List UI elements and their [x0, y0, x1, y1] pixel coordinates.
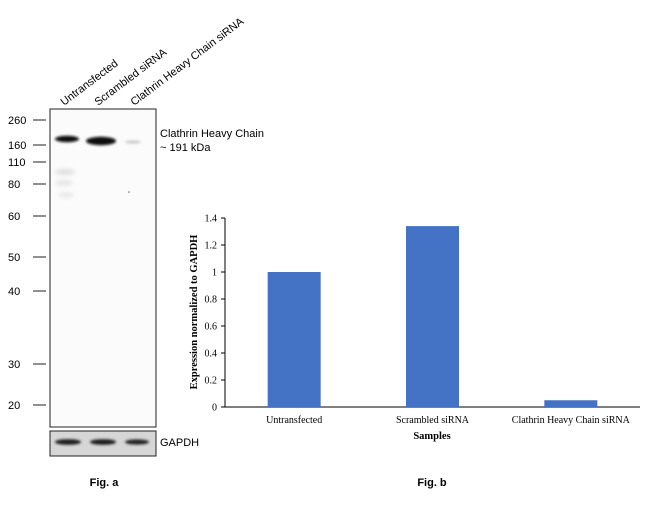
marker-260: 260	[8, 115, 26, 127]
y-ticks: 0 0.2 0.4 0.6 0.8 1 1.2 1.4	[205, 214, 225, 414]
western-blot-panel: Untransfected Scrambled siRNA Clathrin H…	[8, 15, 264, 489]
blot-membrane	[49, 108, 157, 428]
y-tick-label: 0.4	[205, 349, 218, 360]
gapdh-label: GAPDH	[160, 437, 199, 449]
x-tick-label: Scrambled siRNA	[396, 415, 470, 426]
y-axis-label: Expression normalized to GAPDH	[189, 235, 200, 390]
band-scrambled	[86, 136, 116, 146]
band-untransfected	[55, 135, 79, 143]
band-label-name: Clathrin Heavy Chain	[160, 128, 264, 140]
marker-30: 30	[8, 359, 20, 371]
y-tick-label: 0.8	[205, 295, 218, 306]
lane1-smear	[55, 169, 75, 198]
marker-60: 60	[8, 211, 20, 223]
x-axis-label: Samples	[413, 431, 450, 442]
lane-label-untransfected: Untransfected	[59, 58, 121, 109]
band-clathrin-sirna	[125, 140, 141, 144]
fig-a-caption: Fig. a	[90, 477, 120, 489]
y-tick-label: 0	[212, 403, 217, 414]
blot-speck	[128, 191, 130, 193]
y-tick-label: 0.6	[205, 322, 218, 333]
gapdh-band-3	[125, 439, 149, 445]
marker-110: 110	[8, 157, 26, 169]
fig-b-caption: Fig. b	[417, 477, 447, 489]
marker-160: 160	[8, 140, 26, 152]
gapdh-band-1	[55, 439, 81, 445]
marker-80: 80	[8, 179, 20, 191]
marker-20: 20	[8, 400, 20, 412]
marker-50: 50	[8, 252, 20, 264]
mw-markers: 260 160 110 80 60 50 40 30 20	[8, 115, 46, 412]
x-tick-label: Untransfected	[266, 415, 322, 426]
x-tick-label: Clathrin Heavy Chain siRNA	[512, 415, 631, 426]
y-tick-label: 1.2	[205, 241, 218, 252]
marker-40: 40	[8, 286, 20, 298]
bar-chart-panel: 0 0.2 0.4 0.6 0.8 1 1.2 1.4 Untransfected Scramb…	[189, 214, 640, 489]
band-label-size: ~ 191 kDa	[160, 142, 211, 154]
gapdh-band-2	[90, 439, 116, 445]
bars	[267, 226, 598, 407]
bar-2	[544, 400, 598, 407]
y-tick-label: 1.4	[205, 214, 218, 225]
y-tick-label: 1	[212, 268, 217, 279]
bar-0	[267, 272, 321, 407]
x-tick-labels: Untransfected Scrambled siRNA Clathrin Hea…	[266, 415, 631, 426]
y-tick-label: 0.2	[205, 376, 218, 387]
bar-1	[406, 226, 459, 407]
